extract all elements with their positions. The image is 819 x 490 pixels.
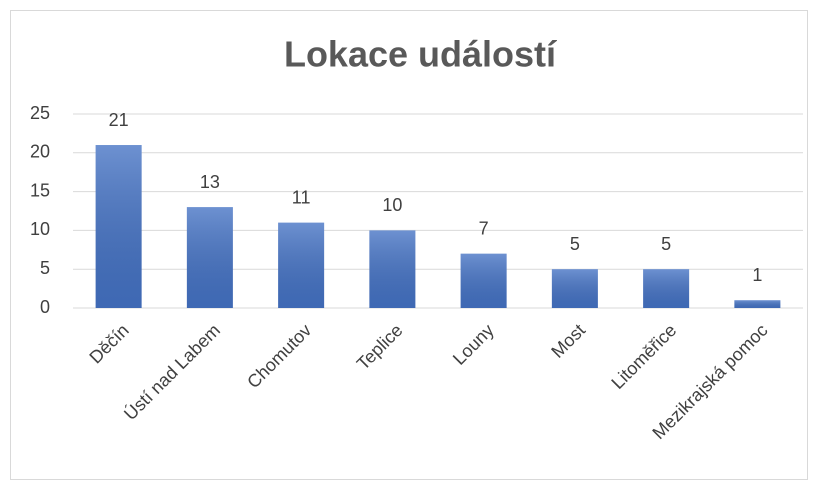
data-label: 5 (661, 234, 671, 254)
data-label: 1 (752, 265, 762, 285)
chart-title: Lokace událostí (284, 34, 557, 75)
data-label: 13 (200, 172, 220, 192)
bar-shading (734, 300, 781, 308)
bar-shading (460, 253, 507, 308)
bar-shading (186, 207, 233, 308)
data-label: 11 (292, 187, 311, 207)
data-label: 10 (382, 195, 402, 215)
data-label: 7 (479, 218, 489, 238)
data-label: 21 (109, 110, 129, 130)
y-tick-label: 5 (40, 258, 50, 278)
bar-shading (369, 230, 416, 308)
bar-shading (278, 222, 325, 308)
y-tick-label: 10 (30, 219, 50, 239)
data-label: 5 (570, 234, 580, 254)
bar-shading (95, 145, 142, 308)
y-tick-label: 15 (30, 180, 50, 200)
y-tick-label: 0 (40, 297, 50, 317)
bar-shading (551, 269, 598, 308)
y-tick-label: 20 (30, 142, 50, 162)
bar-shading (643, 269, 690, 308)
y-tick-label: 25 (30, 103, 50, 123)
